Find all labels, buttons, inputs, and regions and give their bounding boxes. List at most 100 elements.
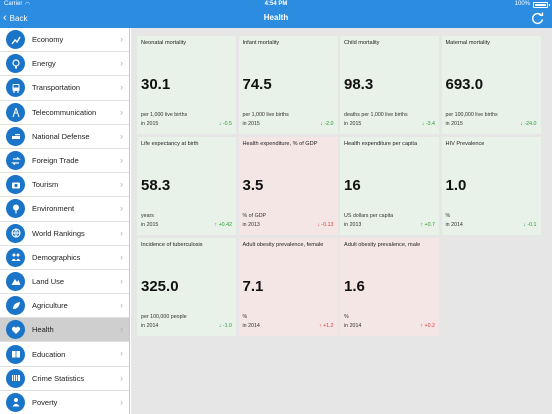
card-title: Infant mortality — [242, 40, 280, 46]
indicator-card[interactable]: Health expenditure, % of GDP 3.5 % of GDP i… — [238, 137, 338, 235]
sidebar-item-health[interactable]: Health › — [0, 318, 129, 343]
chevron-right-icon: › — [120, 251, 123, 262]
arrow-up-icon: ↑ — [420, 222, 424, 228]
globe-icon — [6, 223, 25, 243]
arrow-down-icon: ↓ — [317, 222, 320, 228]
card-title: HIV Prevalence — [445, 141, 485, 147]
indicator-card[interactable]: Health expenditure per capita 16 US dollar… — [340, 137, 439, 235]
card-change-value: +1.2 — [323, 323, 334, 329]
indicator-card[interactable]: Incidence of tuberculosis 325.0 per 100,00… — [137, 238, 236, 336]
sidebar-item-world-rankings[interactable]: World Rankings › — [0, 222, 129, 246]
chevron-right-icon: › — [120, 275, 123, 286]
card-year: in 2015 — [344, 121, 362, 127]
card-unit: per 1,000 live births — [141, 112, 188, 118]
chevron-left-icon: ‹ — [3, 12, 7, 24]
top-bar: Carrier ◠ 4:54 PM 100% ‹ Back Health — [0, 0, 552, 28]
refresh-icon — [532, 12, 544, 25]
sidebar-item-agriculture[interactable]: Agriculture › — [0, 294, 129, 319]
card-year: in 2013 — [242, 222, 260, 228]
chevron-right-icon: › — [120, 372, 123, 383]
back-button[interactable]: ‹ Back — [3, 11, 27, 26]
card-change: ↓ -3.4 — [422, 121, 435, 127]
back-label: Back — [9, 14, 28, 23]
indicator-card[interactable]: Neonatal mortality 30.1 per 1,000 live bir… — [137, 36, 236, 134]
card-title: Maternal mortality — [445, 40, 490, 46]
card-unit: per 100,000 live births — [445, 112, 498, 118]
card-title: Child mortality — [344, 40, 380, 46]
sidebar-item-label: Land Use — [32, 276, 65, 286]
card-unit: % — [445, 213, 451, 219]
card-year: in 2015 — [445, 121, 463, 127]
chevron-right-icon: › — [120, 106, 123, 117]
indicator-card[interactable]: Adult obesity prevalence, female 7.1% in 2… — [238, 238, 338, 336]
sidebar-item-label: Tourism — [32, 180, 59, 190]
sidebar-item-poverty[interactable]: Poverty › — [0, 391, 129, 414]
status-bar: Carrier ◠ 4:54 PM 100% — [0, 0, 552, 9]
battery-percent: 100% — [514, 1, 530, 7]
chevron-right-icon: › — [120, 130, 123, 141]
indicator-card[interactable]: Infant mortality 74.5 per 1,000 live birth… — [238, 36, 338, 134]
sidebar-item-land-use[interactable]: Land Use › — [0, 270, 129, 295]
sidebar-item-tourism[interactable]: Tourism › — [0, 173, 129, 198]
sidebar-item-foreign-trade[interactable]: Foreign Trade › — [0, 149, 129, 174]
card-value: 7.1 — [242, 278, 264, 295]
chevron-right-icon: › — [120, 227, 123, 238]
card-value: 30.1 — [141, 76, 171, 93]
sidebar-item-label: Crime Statistics — [32, 373, 85, 383]
indicator-card[interactable]: Life expectancy at birth 58.3 years in 2015… — [137, 137, 236, 235]
indicator-card[interactable]: Maternal mortality 693.0 per 100,000 live … — [441, 36, 541, 134]
sidebar-item-label: Telecommunication — [32, 107, 97, 117]
sidebar-item-national-defense[interactable]: National Defense › — [0, 125, 129, 149]
sidebar-item-education[interactable]: Education › — [0, 342, 129, 367]
sidebar-item-energy[interactable]: Energy › — [0, 52, 129, 77]
wifi-icon: ◠ — [25, 2, 31, 8]
sidebar-item-label: Demographics — [32, 252, 81, 262]
tree-icon — [6, 199, 25, 219]
arrow-up-icon: ↑ — [420, 323, 424, 329]
arrow-down-icon: ↓ — [320, 121, 323, 127]
card-change: ↑ +0.42 — [214, 222, 232, 228]
defense-icon — [6, 126, 25, 146]
card-change: ↓ -0.13 — [317, 222, 333, 228]
people-icon — [6, 247, 25, 267]
main-content: Neonatal mortality 30.1 per 1,000 live bir… — [131, 28, 552, 414]
sidebar-item-label: Education — [32, 349, 66, 359]
sidebar-item-label: World Rankings — [32, 228, 85, 238]
card-change: ↑ +0.2 — [420, 323, 435, 329]
card-title: Health expenditure per capita — [344, 141, 418, 147]
card-change-value: +0.2 — [424, 323, 435, 329]
bus-icon — [6, 78, 25, 98]
card-value: 58.3 — [141, 177, 171, 194]
card-title: Incidence of tuberculosis — [141, 242, 203, 248]
card-title: Health expenditure, % of GDP — [242, 141, 318, 147]
sidebar-item-label: Agriculture — [32, 301, 68, 311]
sidebar-item-transportation[interactable]: Transportation › — [0, 76, 129, 101]
card-value: 16 — [344, 177, 361, 194]
card-unit: % of GDP — [242, 213, 267, 219]
leaf-icon — [6, 296, 25, 316]
card-value: 1.6 — [344, 278, 365, 295]
sidebar-item-economy[interactable]: Economy › — [0, 28, 129, 53]
sidebar-item-crime-statistics[interactable]: Crime Statistics › — [0, 367, 129, 391]
page-title: Health — [263, 13, 289, 22]
card-change-value: -0.1 — [527, 222, 537, 228]
sidebar-item-label: Economy — [32, 35, 64, 45]
sidebar-item-environment[interactable]: Environment › — [0, 197, 129, 222]
indicator-card[interactable]: HIV Prevalence 1.0% in 2014 ↓ -0.1 — [441, 137, 541, 235]
refresh-button[interactable] — [530, 11, 545, 26]
sidebar-item-label: Energy — [32, 59, 56, 69]
card-unit: % — [242, 314, 248, 320]
battery-level — [535, 4, 546, 6]
telecom-icon — [6, 102, 25, 122]
sidebar-item-telecommunication[interactable]: Telecommunication › — [0, 101, 129, 125]
sidebar-item-demographics[interactable]: Demographics › — [0, 246, 129, 270]
arrow-down-icon: ↓ — [218, 121, 222, 127]
card-change-value: +0.7 — [424, 222, 435, 228]
arrow-down-icon: ↓ — [523, 222, 526, 228]
indicator-card[interactable]: Adult obesity prevalence, male 1.6% in 201… — [340, 238, 439, 336]
card-change: ↓ -0.1 — [523, 222, 536, 228]
card-change: ↓ -24.0 — [520, 121, 536, 127]
economy-icon — [6, 30, 25, 50]
chevron-right-icon: › — [120, 300, 123, 311]
indicator-card[interactable]: Child mortality 98.3 deaths per 1,000 live… — [340, 36, 439, 134]
